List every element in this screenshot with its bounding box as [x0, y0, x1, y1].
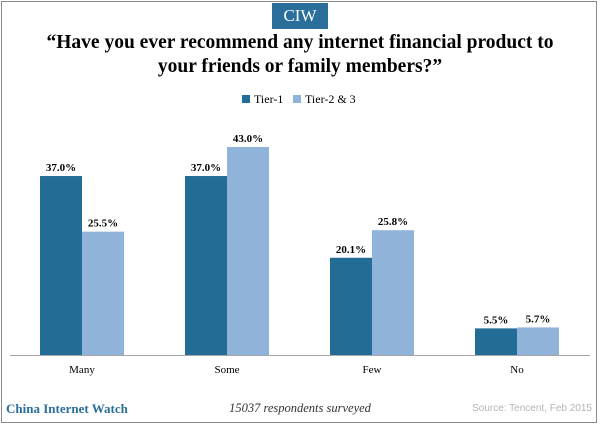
data-label-few-tier1: 20.1% — [336, 244, 366, 256]
x-tick-labels: Many Some Few No — [69, 364, 524, 376]
data-label-many-tier2-3: 25.5% — [88, 218, 118, 230]
legend-swatch-tier1 — [242, 95, 250, 103]
bar-some-tier1 — [185, 176, 227, 355]
bar-few-tier1 — [330, 257, 372, 355]
legend-label-tier2-3: Tier-2 & 3 — [305, 92, 356, 106]
bar-some-tier2-3 — [227, 147, 269, 355]
source-note: Source: Tencent, Feb 2015 — [472, 403, 592, 414]
footer-brand-name: China Internet Watch — [6, 401, 128, 416]
chart-title: “Have you ever recommend any internet fi… — [46, 32, 554, 77]
bars — [40, 147, 559, 355]
data-label-no-tier2-3: 5.7% — [526, 313, 551, 325]
bar-no-tier2-3 — [517, 327, 559, 355]
bar-few-tier2-3 — [372, 230, 414, 355]
bar-many-tier1 — [40, 176, 82, 355]
x-tick-label-many: Many — [69, 364, 95, 376]
data-label-some-tier2-3: 43.0% — [233, 133, 263, 145]
x-tick-label-some: Some — [214, 364, 239, 376]
data-label-many-tier1: 37.0% — [46, 162, 76, 174]
legend-swatch-tier2-3 — [293, 95, 301, 103]
ciw-logo-badge: CIW — [272, 3, 328, 29]
legend: Tier-1 Tier-2 & 3 — [242, 92, 356, 106]
data-label-no-tier1: 5.5% — [484, 314, 509, 326]
bar-many-tier2-3 — [82, 231, 124, 355]
data-label-few-tier2-3: 25.8% — [378, 216, 408, 228]
data-labels: 37.0% 25.5% 37.0% 43.0% 20.1% 25.8% 5.5% 5.7% — [46, 133, 551, 326]
x-tick-label-no: No — [510, 364, 524, 376]
legend-label-tier1: Tier-1 — [254, 92, 283, 106]
bar-no-tier1 — [475, 328, 517, 355]
x-tick-label-few: Few — [363, 364, 382, 376]
data-label-some-tier1: 37.0% — [191, 162, 221, 174]
respondents-note: 15037 respondents surveyed — [229, 401, 371, 415]
